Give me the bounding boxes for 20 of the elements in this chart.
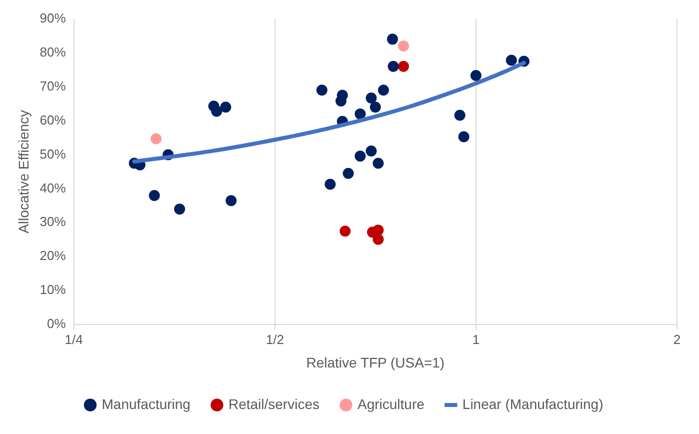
- legend-label: Manufacturing: [102, 396, 190, 412]
- y-tick-label: 10%: [40, 282, 66, 298]
- x-tick-label: 1/4: [64, 332, 83, 347]
- x-tick-label: 1: [472, 332, 480, 347]
- legend-label: Retail/services: [228, 396, 320, 412]
- y-tick-label: 0%: [47, 316, 66, 332]
- y-tick-label: 70%: [40, 78, 66, 94]
- y-tick-label: 40%: [40, 180, 66, 196]
- x-tick-label: 2: [673, 332, 681, 347]
- legend-label: Linear (Manufacturing): [462, 396, 604, 412]
- x-axis-title: Relative TFP (USA=1): [306, 354, 445, 370]
- y-tick-label: 80%: [40, 44, 66, 60]
- y-tick-label: 50%: [40, 146, 66, 162]
- y-tick-label: 90%: [40, 10, 66, 26]
- y-tick-label: 30%: [40, 214, 66, 230]
- legend-label: Agriculture: [357, 396, 425, 412]
- x-tick-label: 1/2: [266, 332, 284, 347]
- y-axis-title: Allocative Efficiency: [15, 110, 32, 234]
- y-tick-label: 60%: [40, 112, 66, 128]
- y-tick-label: 20%: [40, 248, 66, 264]
